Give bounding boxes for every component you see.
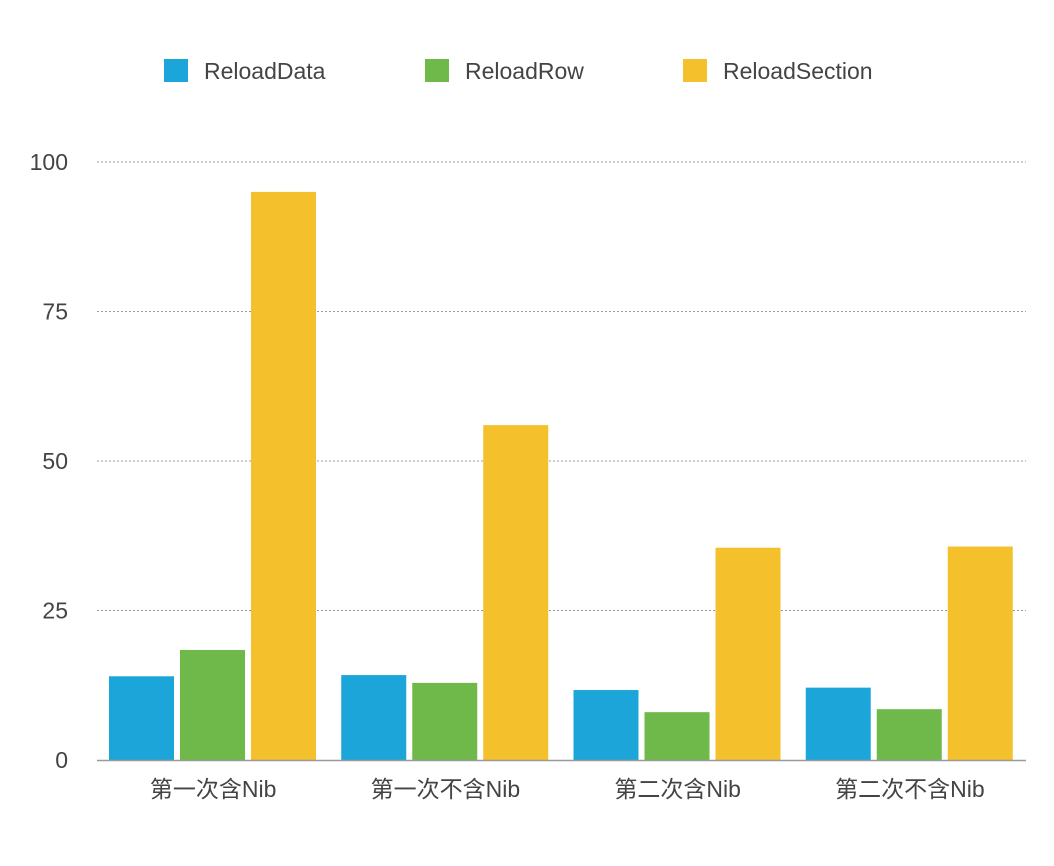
bar-reloadrow-1 — [180, 649, 245, 760]
bar-reloadsection-3 — [715, 547, 781, 760]
bar-group-4 — [805, 546, 1013, 760]
x-tick-label-1: 第一次含Nib — [150, 776, 277, 802]
bar-reloadsection-2 — [483, 425, 549, 760]
y-axis: 0 25 50 75 100 — [30, 149, 68, 773]
x-axis: 第一次含Nib 第一次不含Nib 第二次含Nib 第二次不含Nib — [97, 759, 1026, 802]
bar-reloadrow-2 — [412, 682, 478, 760]
x-tick-label-3: 第二次含Nib — [614, 776, 741, 802]
x-tick-label-4: 第二次不含Nib — [835, 776, 985, 802]
x-tick-label-2: 第一次不含Nib — [371, 776, 521, 802]
legend-label-reloadrow: ReloadRow — [465, 58, 584, 84]
legend-label-reloadsection: ReloadSection — [723, 58, 873, 84]
legend: ReloadData ReloadRow ReloadSection — [164, 58, 873, 84]
bar-group-3 — [573, 547, 781, 760]
bar-reloaddata-1 — [109, 676, 174, 760]
bars — [109, 191, 1013, 760]
y-tick-label-75: 75 — [42, 299, 68, 325]
bar-reloadrow-4 — [876, 709, 942, 760]
gridlines — [97, 161, 1026, 611]
bar-reloaddata-4 — [805, 687, 871, 760]
y-tick-label-25: 25 — [42, 598, 68, 624]
bar-reloadrow-3 — [644, 712, 710, 760]
legend-swatch-reloaddata — [164, 59, 188, 82]
bar-reloadsection-1 — [251, 191, 316, 760]
legend-swatch-reloadsection — [683, 59, 707, 82]
bar-group-2 — [341, 425, 549, 760]
bar-reloadsection-4 — [947, 546, 1013, 760]
legend-item-reloaddata: ReloadData — [164, 58, 326, 84]
legend-item-reloadsection: ReloadSection — [683, 58, 873, 84]
bar-group-1 — [109, 191, 316, 760]
bar-reloaddata-2 — [341, 675, 407, 760]
legend-label-reloaddata: ReloadData — [204, 58, 326, 84]
legend-swatch-reloadrow — [425, 59, 449, 82]
y-tick-label-100: 100 — [30, 149, 68, 175]
y-tick-label-0: 0 — [55, 747, 68, 773]
legend-item-reloadrow: ReloadRow — [425, 58, 584, 84]
y-tick-label-50: 50 — [42, 448, 68, 474]
bar-reloaddata-3 — [573, 690, 639, 760]
